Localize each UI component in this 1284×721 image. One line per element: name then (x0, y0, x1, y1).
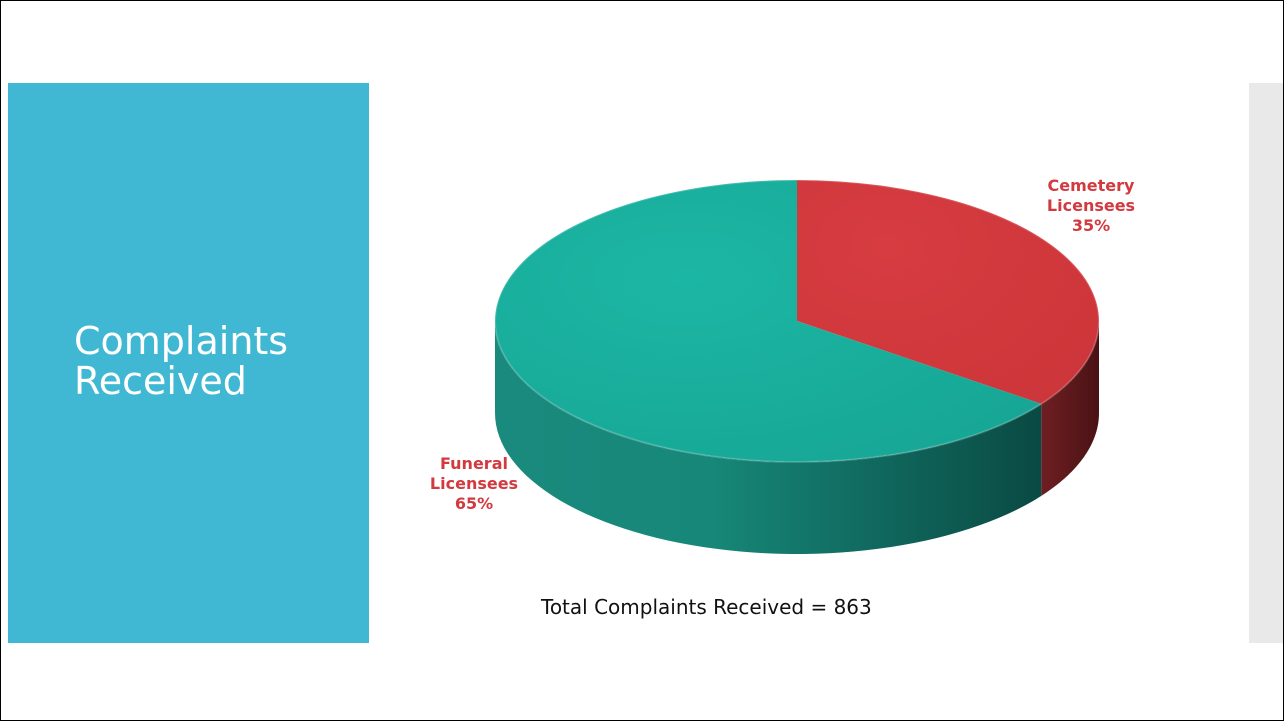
pie-side-funeral (495, 321, 1042, 554)
data-label-cemetery: Cemetery Licensees 35% (1036, 176, 1146, 236)
data-label-funeral: Funeral Licensees 65% (419, 454, 529, 514)
slide-title-line-2: Received (74, 359, 247, 403)
pie-layer (494, 179, 1100, 554)
data-label-funeral-line-1: Funeral (440, 454, 508, 473)
pie-slice-funeral (495, 180, 1042, 462)
data-label-funeral-line-2: Licensees (429, 474, 519, 493)
pie-side-cemetery (1041, 321, 1099, 496)
total-complaints-caption: Total Complaints Received = 863 (541, 595, 872, 619)
pie-chart (494, 179, 1100, 554)
data-label-cemetery-pct: 35% (1071, 216, 1111, 235)
slide-title: Complaints Received (74, 321, 364, 401)
pie-slice-cemetery (797, 180, 1100, 404)
data-label-funeral-pct: 65% (454, 494, 494, 513)
title-panel: Complaints Received (8, 83, 369, 643)
slide-title-line-1: Complaints (74, 319, 289, 363)
data-label-cemetery-line-1: Cemetery (1047, 176, 1135, 195)
data-label-cemetery-line-2: Licensees (1046, 196, 1136, 215)
side-accent-panel (1249, 83, 1283, 643)
pie-rim-highlight (494, 179, 1100, 463)
